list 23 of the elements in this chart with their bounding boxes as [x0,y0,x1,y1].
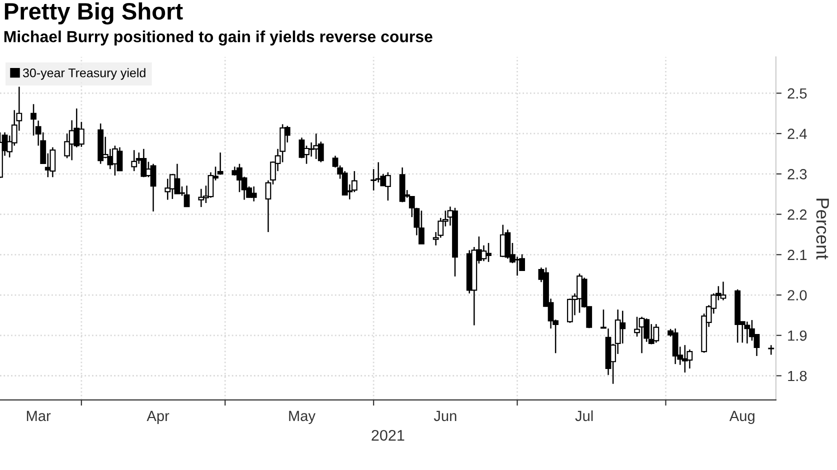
x-tick-label: Apr [146,410,170,424]
y-tick-label: 1.8 [788,370,807,382]
x-tick-label: Aug [729,410,754,424]
candlestick [600,308,606,329]
y-tick-label: 2.4 [788,128,807,139]
x-tick-label: May [289,410,316,424]
candlestick [768,344,774,356]
chart-title: Pretty Big Short [4,2,183,24]
x-tick-label: Jul [575,410,593,422]
y-tick-label: 2.2 [788,209,807,220]
y-tick-label: 2.0 [788,290,807,300]
x-tick-label: Mar [26,410,51,422]
y-axis-title: Percent [816,198,829,260]
x-axis-title: 2021 [372,430,404,441]
chart-subtitle: Michael Burry positioned to gain if yields reverse course [4,30,432,46]
y-tick-label: 1.9 [788,330,807,341]
legend-label: 30-year Treasury yield [22,68,146,80]
candlestick [265,180,272,233]
candlestick [131,149,138,172]
y-tick-label: 2.3 [788,169,807,180]
x-tick-label: Jun [434,410,456,422]
y-tick-label: 2.5 [788,88,807,99]
y-tick-label: 2.1 [788,250,807,260]
